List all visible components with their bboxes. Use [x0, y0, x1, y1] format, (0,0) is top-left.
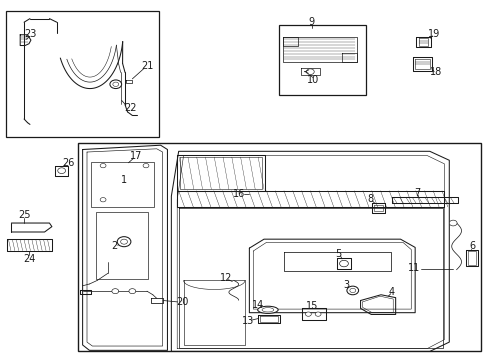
Text: 26: 26: [61, 158, 74, 168]
Bar: [96, 212, 148, 279]
Text: 12: 12: [219, 273, 232, 283]
Text: 11: 11: [407, 263, 420, 273]
Bar: [91, 162, 154, 207]
Circle shape: [448, 220, 456, 226]
Text: 1: 1: [121, 175, 127, 185]
Circle shape: [121, 239, 127, 244]
Circle shape: [306, 69, 314, 75]
Circle shape: [110, 80, 122, 89]
Circle shape: [112, 289, 119, 294]
Text: 19: 19: [427, 29, 439, 39]
Circle shape: [129, 289, 136, 294]
Bar: [5, 12, 159, 137]
Text: 15: 15: [305, 301, 317, 311]
Circle shape: [346, 286, 358, 295]
Text: 17: 17: [130, 150, 142, 161]
Text: 5: 5: [334, 249, 341, 259]
Text: 18: 18: [428, 67, 441, 77]
Text: 23: 23: [24, 29, 36, 39]
Text: 22: 22: [124, 103, 136, 113]
Text: 16: 16: [232, 189, 244, 199]
Circle shape: [143, 163, 149, 168]
Bar: [278, 25, 366, 95]
Text: 21: 21: [141, 61, 153, 71]
Text: 10: 10: [306, 75, 318, 85]
Text: 7: 7: [414, 188, 420, 198]
Circle shape: [100, 198, 106, 202]
Circle shape: [117, 237, 131, 247]
Ellipse shape: [262, 308, 273, 312]
Text: 14: 14: [251, 300, 264, 310]
Circle shape: [58, 168, 65, 174]
Circle shape: [339, 260, 347, 267]
Circle shape: [315, 312, 321, 316]
Bar: [78, 143, 480, 351]
Text: 9: 9: [308, 17, 314, 27]
Circle shape: [305, 312, 311, 316]
Circle shape: [349, 288, 355, 293]
Text: 13: 13: [241, 316, 254, 325]
Text: 6: 6: [468, 241, 475, 251]
Circle shape: [113, 82, 119, 86]
Text: 20: 20: [176, 297, 188, 307]
Text: 25: 25: [18, 210, 30, 220]
Text: 3: 3: [342, 280, 348, 290]
Text: 2: 2: [111, 241, 117, 251]
Text: 8: 8: [366, 194, 373, 204]
Circle shape: [100, 163, 106, 168]
Text: 24: 24: [23, 254, 35, 264]
Text: 4: 4: [388, 287, 394, 297]
Ellipse shape: [257, 306, 278, 314]
